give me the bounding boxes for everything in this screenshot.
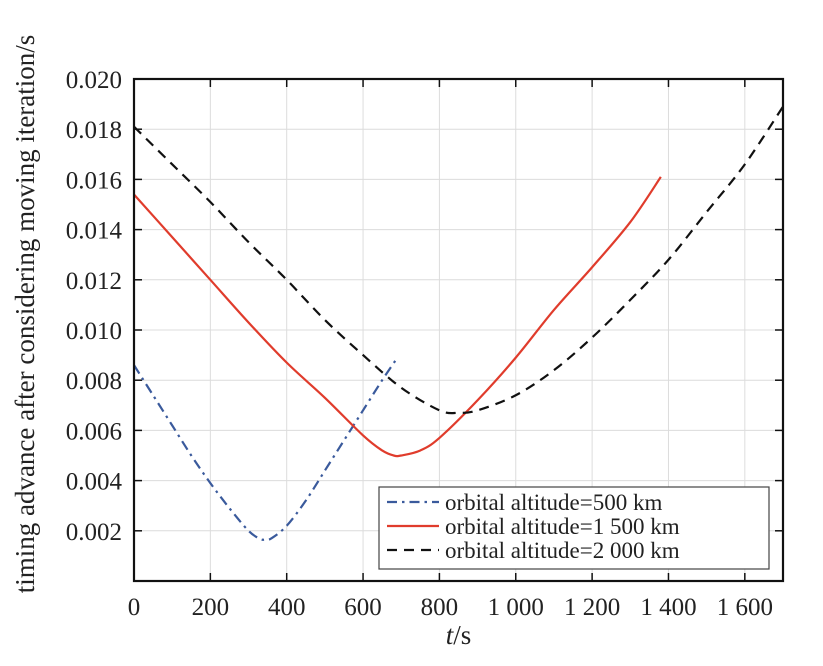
y-tick-label: 0.014	[66, 218, 123, 245]
grid-lines	[134, 79, 783, 581]
legend-box	[378, 486, 770, 570]
y-tick-label: 0.012	[66, 268, 122, 295]
series-lines	[133, 106, 784, 541]
y-tick-label: 0.010	[66, 318, 122, 345]
x-axis-title-variable: t	[446, 620, 455, 650]
x-tick-label: 1 400	[640, 594, 696, 621]
y-tick-label: 0.006	[66, 418, 122, 445]
legend-label: orbital altitude=1 500 km	[445, 514, 680, 539]
x-tick-label: 600	[344, 594, 382, 621]
x-axis-title: t/s	[446, 620, 472, 650]
series-line-orbital-altitude-1-500-km	[133, 176, 662, 458]
x-tick-label: 400	[268, 594, 306, 621]
x-tick-label: 1 200	[564, 594, 620, 621]
y-tick-label: 0.002	[66, 519, 122, 546]
x-tick-labels: 0 200 400 600 800 1 000 1 200 1 400 1 600	[128, 594, 773, 621]
y-tick-label: 0.016	[66, 167, 122, 194]
x-tick-label: 0	[128, 594, 141, 621]
y-tick-label: 0.004	[66, 469, 123, 496]
y-tick-labels: 0.002 0.004 0.006 0.008 0.010 0.012 0.014 0.016…	[66, 67, 123, 546]
y-axis-title: timing advance after considering moving …	[10, 35, 40, 594]
x-tick-label: 200	[192, 594, 230, 621]
axis-ticks	[133, 78, 783, 581]
x-axis-title-unit: /s	[453, 620, 471, 650]
x-tick-label: 1 000	[488, 594, 544, 621]
y-tick-label: 0.018	[66, 117, 122, 144]
x-tick-label: 1 600	[717, 594, 773, 621]
series-line-orbital-altitude-500-km	[133, 356, 399, 541]
y-tick-label: 0.008	[66, 368, 122, 395]
series-line-orbital-altitude-2-000-km	[133, 106, 784, 415]
y-tick-label: 0.020	[66, 67, 122, 94]
legend-label: orbital altitude=2 000 km	[445, 538, 680, 563]
legend-label: orbital altitude=500 km	[445, 490, 662, 515]
x-tick-label: 800	[421, 594, 459, 621]
